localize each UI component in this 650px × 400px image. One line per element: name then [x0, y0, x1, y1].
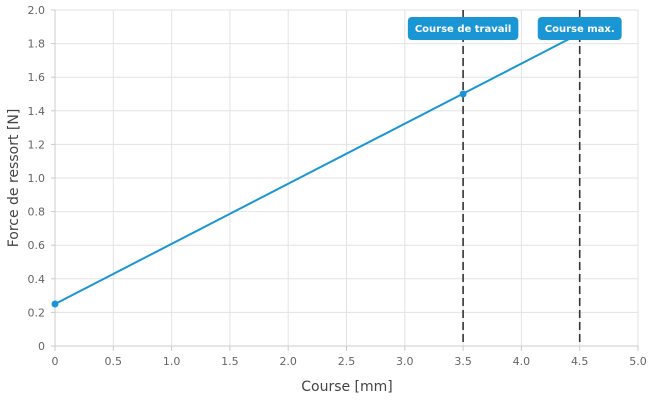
- y-tick-label: 1.8: [28, 38, 46, 51]
- y-axis-title: Force de ressort [N]: [6, 109, 22, 248]
- x-tick-label: 1.5: [221, 355, 239, 368]
- reference-label-text: Course de travail: [415, 24, 511, 35]
- annotations: Course de travail Course max.: [407, 17, 622, 40]
- y-tick-label: 1.4: [28, 105, 46, 118]
- series-line: [54, 32, 581, 305]
- y-tick-label: 0.8: [28, 206, 46, 219]
- x-tick-label: 0: [52, 355, 59, 368]
- y-tick-label: 1.0: [28, 172, 46, 185]
- reference-label-box: [537, 17, 622, 40]
- series: [51, 32, 581, 308]
- y-tick-label: 0.4: [28, 273, 46, 286]
- x-tick-label: 2.0: [279, 355, 297, 368]
- reference-lines: [462, 10, 581, 346]
- x-tick-label: 4.0: [513, 355, 531, 368]
- x-axis-title: Course [mm]: [301, 379, 393, 395]
- data-point: [459, 90, 467, 98]
- grid: [54, 9, 639, 347]
- data-point: [51, 300, 59, 308]
- reference-label: Course max.: [537, 17, 622, 40]
- x-tick-label: 5.0: [629, 355, 647, 368]
- x-tick-label: 1.0: [163, 355, 181, 368]
- x-tick-label: 2.5: [338, 355, 356, 368]
- y-tick-label: 0.6: [28, 239, 46, 252]
- reference-label: Course de travail: [407, 17, 519, 40]
- x-tick-label: 0.5: [105, 355, 123, 368]
- reference-label-text: Course max.: [545, 24, 615, 35]
- y-tick-label: 1.6: [28, 71, 46, 84]
- x-tick-label: 3.0: [396, 355, 414, 368]
- y-tick-label: 1.2: [28, 138, 46, 151]
- reference-label-box: [407, 17, 519, 40]
- y-tick-label: 2.0: [28, 4, 46, 17]
- axes: 0 0.5 1.0 1.5 2.0 2.5 3.0 3.5 4.0 4.5 5.0 0 0.2 0.4 0.…: [28, 4, 647, 368]
- x-tick-label: 3.5: [454, 355, 472, 368]
- y-tick-label: 0.2: [28, 306, 46, 319]
- y-tick-label: 0: [38, 340, 45, 353]
- x-tick-label: 4.5: [571, 355, 589, 368]
